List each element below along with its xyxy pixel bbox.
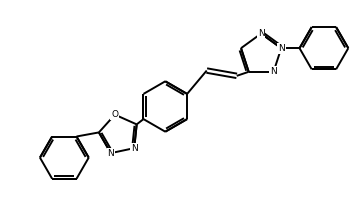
Text: O: O xyxy=(111,110,118,119)
Text: N: N xyxy=(278,44,285,53)
Text: N: N xyxy=(258,29,264,38)
Text: N: N xyxy=(270,67,277,76)
Text: N: N xyxy=(131,144,138,153)
Text: N: N xyxy=(108,149,114,158)
